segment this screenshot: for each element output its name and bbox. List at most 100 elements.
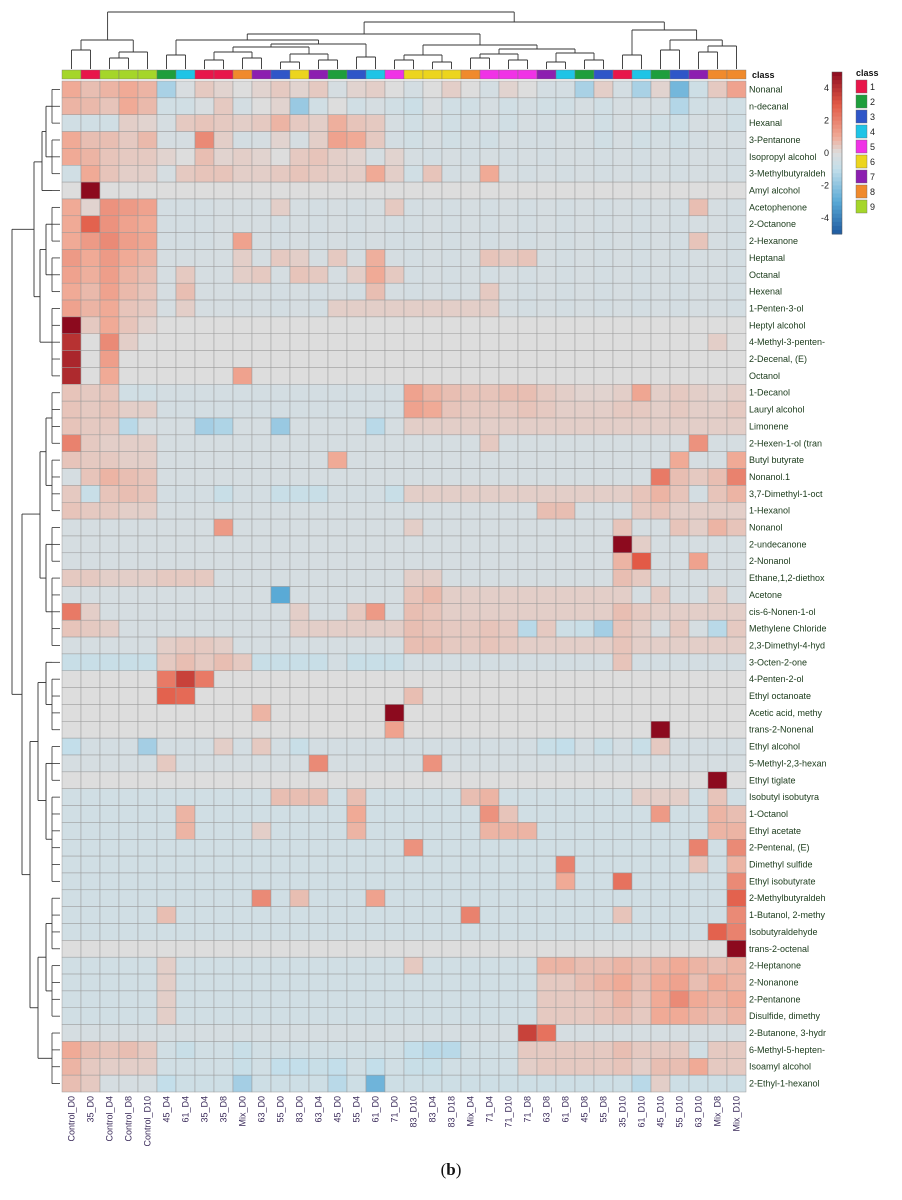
heatmap-cell — [61, 889, 82, 907]
heatmap-cell — [194, 1041, 215, 1059]
heatmap-cell — [631, 367, 652, 385]
heatmap-cell — [346, 737, 367, 756]
heatmap-cell — [175, 485, 196, 503]
colorbar-segment — [832, 128, 842, 134]
heatmap-cell — [61, 1074, 82, 1093]
heatmap-cell — [422, 805, 443, 823]
heatmap-cell — [707, 148, 728, 166]
heatmap-cell — [346, 788, 367, 806]
heatmap-cell — [365, 855, 386, 874]
heatmap-cell — [270, 855, 291, 874]
heatmap-cell — [213, 384, 234, 402]
heatmap-cell — [460, 569, 481, 587]
heatmap-cell — [498, 468, 519, 486]
heatmap-cell — [669, 586, 690, 604]
heatmap-cell — [726, 670, 747, 688]
heatmap-cell — [517, 114, 538, 132]
heatmap-cell — [517, 889, 538, 907]
heatmap-cell — [460, 1074, 481, 1093]
heatmap-cell — [327, 552, 348, 570]
heatmap-cell — [669, 468, 690, 486]
heatmap-cell — [384, 316, 405, 334]
heatmap-cell — [536, 603, 557, 621]
heatmap-cell — [175, 906, 196, 924]
heatmap-cell — [384, 1074, 405, 1093]
heatmap-cell — [61, 704, 82, 722]
heatmap-cell — [460, 434, 481, 452]
heatmap-cell — [270, 181, 291, 200]
heatmap-cell — [403, 1024, 424, 1042]
heatmap-cell — [555, 754, 576, 773]
heatmap-cell — [536, 299, 557, 318]
heatmap-cell — [422, 417, 443, 436]
heatmap-cell — [365, 400, 386, 419]
heatmap-cell — [422, 636, 443, 655]
heatmap-cell — [61, 485, 82, 503]
heatmap-cell — [650, 872, 671, 891]
heatmap-cell — [536, 721, 557, 739]
heatmap-cell — [498, 704, 519, 722]
colorbar-segment — [832, 100, 842, 105]
heatmap-cell — [346, 1074, 367, 1093]
heatmap-cell — [688, 535, 709, 554]
colorbar-segment — [832, 108, 842, 113]
heatmap-cell — [593, 923, 614, 941]
heatmap-cell — [517, 468, 538, 486]
column-label: 45_D10 — [656, 1096, 666, 1128]
class-bar-cell — [80, 69, 101, 80]
heatmap-cell — [80, 956, 101, 975]
heatmap-cell — [61, 249, 82, 267]
heatmap-cell — [384, 114, 405, 132]
heatmap-cell — [175, 636, 196, 655]
heatmap-cell — [251, 872, 272, 891]
class-legend-label: 7 — [870, 172, 875, 182]
heatmap-cell — [365, 316, 386, 334]
heatmap-cell — [726, 535, 747, 554]
heatmap-cell — [118, 266, 139, 284]
row-label: Butyl butyrate — [749, 455, 804, 465]
heatmap-cell — [365, 771, 386, 789]
heatmap-cell — [688, 1074, 709, 1093]
heatmap-cell — [498, 249, 519, 267]
heatmap-cell — [232, 400, 253, 419]
heatmap-cell — [441, 502, 462, 520]
heatmap-cell — [118, 518, 139, 537]
heatmap-cell — [270, 131, 291, 149]
heatmap-cell — [156, 906, 177, 924]
heatmap-cell — [213, 805, 234, 823]
heatmap-cell — [308, 451, 329, 469]
heatmap-cell — [270, 704, 291, 722]
heatmap-cell — [650, 215, 671, 233]
heatmap-cell — [498, 97, 519, 115]
heatmap-cell — [137, 771, 158, 789]
heatmap-cell — [384, 1024, 405, 1042]
heatmap-cell — [213, 906, 234, 924]
heatmap-cell — [251, 973, 272, 992]
heatmap-cell — [194, 754, 215, 773]
heatmap-cell — [61, 215, 82, 233]
heatmap-cell — [308, 973, 329, 992]
heatmap-cell — [688, 839, 709, 857]
heatmap-cell — [80, 754, 101, 773]
heatmap-cell — [688, 906, 709, 924]
heatmap-cell — [137, 131, 158, 149]
heatmap-cell — [669, 822, 690, 840]
heatmap-cell — [175, 839, 196, 857]
heatmap-cell — [270, 485, 291, 503]
heatmap-cell — [346, 400, 367, 419]
heatmap-cell — [555, 131, 576, 149]
heatmap-cell — [137, 333, 158, 351]
heatmap-cell — [707, 451, 728, 469]
heatmap-cell — [213, 451, 234, 469]
heatmap-cell — [270, 940, 291, 958]
heatmap-cell — [707, 316, 728, 334]
heatmap-cell — [536, 535, 557, 554]
heatmap-cell — [422, 299, 443, 318]
heatmap-cell — [137, 839, 158, 857]
heatmap-cell — [251, 485, 272, 503]
class-legend-swatch — [855, 124, 868, 139]
heatmap-cell — [346, 973, 367, 992]
heatmap-cell — [422, 653, 443, 672]
heatmap-cell — [175, 956, 196, 975]
heatmap-cell — [365, 603, 386, 621]
